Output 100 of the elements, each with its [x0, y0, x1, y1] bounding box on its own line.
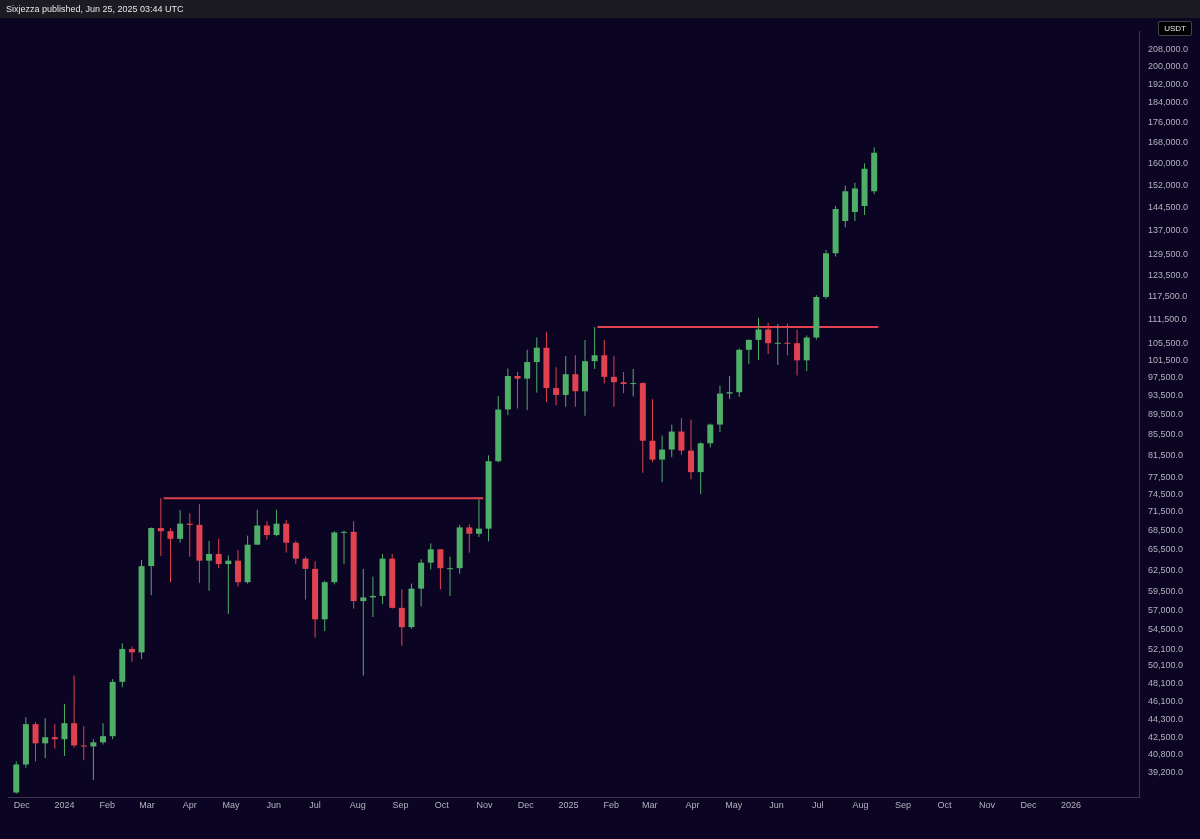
- candlestick: [803, 334, 810, 372]
- y-tick-label: 208,000.0: [1147, 44, 1189, 55]
- x-tick-label: Oct: [434, 800, 450, 811]
- x-tick-label: Apr: [685, 800, 700, 811]
- candlestick: [475, 498, 482, 538]
- x-tick-label: Aug: [349, 800, 366, 811]
- candlestick: [234, 549, 241, 587]
- x-tick-label: Sep: [392, 800, 409, 811]
- candlestick: [100, 722, 107, 745]
- y-tick-label: 200,000.0: [1147, 61, 1189, 72]
- candlestick: [524, 349, 531, 411]
- candlestick: [128, 646, 135, 663]
- candlestick: [688, 419, 695, 480]
- candlestick: [437, 548, 444, 590]
- x-tick-label: Nov: [979, 800, 996, 811]
- y-tick-label: 40,800.0: [1147, 749, 1184, 760]
- candlestick: [360, 568, 367, 677]
- candlestick: [302, 556, 309, 601]
- candlestick: [51, 723, 58, 750]
- x-tick-label: Dec: [517, 800, 535, 811]
- candlestick: [553, 366, 560, 406]
- y-tick-label: 93,500.0: [1147, 390, 1184, 401]
- y-tick-label: 144,500.0: [1147, 201, 1189, 212]
- x-tick-label: Feb: [99, 800, 115, 811]
- y-tick-label: 105,500.0: [1147, 338, 1189, 349]
- candlestick: [620, 371, 627, 394]
- y-tick-label: 192,000.0: [1147, 78, 1189, 89]
- y-tick-label: 168,000.0: [1147, 136, 1189, 147]
- y-tick-label: 160,000.0: [1147, 157, 1189, 168]
- candlestick: [157, 497, 164, 557]
- candlestick: [254, 509, 261, 546]
- x-tick-label: Dec: [1020, 800, 1037, 811]
- candlestick: [167, 527, 174, 583]
- y-tick-label: 81,500.0: [1147, 449, 1184, 460]
- candlestick: [794, 329, 801, 377]
- x-tick-label: Feb: [603, 800, 619, 811]
- x-tick-label: 2025: [558, 800, 579, 811]
- y-tick-label: 152,000.0: [1147, 180, 1189, 191]
- candlestick: [610, 355, 617, 408]
- x-tick-label: Oct: [937, 800, 952, 811]
- y-tick-label: 85,500.0: [1147, 429, 1184, 440]
- x-tick-label: 2026: [1061, 800, 1082, 811]
- candlestick: [678, 417, 685, 456]
- candlestick: [601, 339, 608, 385]
- candlestick: [630, 368, 637, 397]
- candlestick: [562, 355, 569, 408]
- y-tick-label: 39,200.0: [1147, 766, 1184, 777]
- candlestick: [774, 323, 781, 366]
- y-tick-label: 111,500.0: [1147, 314, 1187, 325]
- candlestick: [649, 398, 656, 463]
- y-tick-label: 52,100.0: [1147, 643, 1184, 654]
- y-tick-label: 62,500.0: [1147, 564, 1184, 575]
- y-axis-title: USDT: [1158, 21, 1192, 36]
- candlestick: [668, 424, 675, 458]
- y-tick-label: 68,500.0: [1147, 525, 1184, 536]
- y-tick-label: 176,000.0: [1147, 116, 1189, 127]
- y-tick-label: 117,500.0: [1147, 291, 1188, 302]
- candlestick: [341, 530, 348, 565]
- y-tick-label: 71,500.0: [1147, 506, 1184, 517]
- x-tick-label: Jul: [309, 800, 321, 811]
- candlestick: [726, 375, 733, 400]
- y-tick-label: 44,300.0: [1147, 713, 1184, 724]
- x-tick-label: May: [222, 800, 241, 811]
- candlestick: [42, 717, 49, 759]
- y-tick-label: 54,500.0: [1147, 624, 1184, 635]
- y-tick-label: 57,000.0: [1147, 604, 1184, 615]
- candlestick: [533, 336, 540, 394]
- y-tick-label: 137,000.0: [1147, 224, 1189, 235]
- x-tick-label: Aug: [852, 800, 869, 811]
- y-tick-label: 89,500.0: [1147, 409, 1184, 420]
- y-tick-label: 97,500.0: [1147, 372, 1184, 383]
- x-tick-label: Jul: [811, 800, 824, 811]
- candlestick: [215, 538, 222, 569]
- candlestick: [745, 339, 752, 365]
- y-tick-label: 46,100.0: [1147, 696, 1184, 707]
- y-tick-label: 123,500.0: [1147, 269, 1189, 280]
- x-tick-label: Mar: [139, 800, 155, 811]
- candlestick: [427, 542, 434, 571]
- y-tick-label: 77,500.0: [1147, 471, 1184, 482]
- x-tick-label: Mar: [641, 800, 658, 811]
- candlestick: [466, 523, 473, 554]
- candlestick: [273, 509, 280, 537]
- y-tick-label: 129,500.0: [1147, 249, 1189, 260]
- y-tick-label: 184,000.0: [1147, 97, 1189, 108]
- chart-title: Sixjezza published, Jun 25, 2025 03:44 UTC: [0, 0, 1200, 18]
- x-tick-label: Nov: [476, 800, 493, 811]
- y-tick-label: 50,100.0: [1147, 660, 1184, 671]
- candlestick: [707, 423, 714, 448]
- candlestick: [263, 520, 270, 541]
- candlestick: [90, 738, 97, 781]
- candlestick: [572, 354, 579, 408]
- candlestick: [80, 725, 87, 761]
- x-tick-label: Dec: [13, 800, 31, 811]
- x-tick-label: Jun: [266, 800, 282, 811]
- candlestick: [851, 182, 858, 222]
- candlestick: [71, 675, 78, 749]
- y-tick-label: 42,500.0: [1147, 731, 1184, 742]
- candlestick: [514, 371, 521, 410]
- x-tick-label: 2024: [54, 800, 75, 811]
- x-tick-label: Jun: [769, 800, 784, 811]
